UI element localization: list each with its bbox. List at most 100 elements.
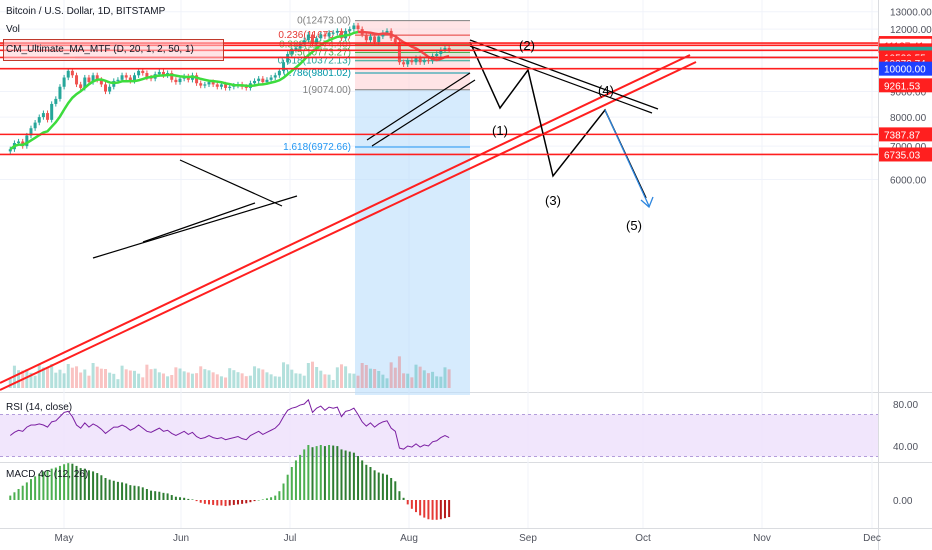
time-tick-label: Sep: [519, 533, 537, 544]
volume-bar: [406, 373, 410, 388]
volume-bar: [8, 378, 12, 388]
candle-body: [244, 86, 248, 88]
time-axis: May Jun Jul Aug Sep Oct Nov Dec: [55, 533, 881, 544]
macd-bar: [179, 497, 182, 500]
volume-bar: [414, 364, 418, 388]
candle-body: [253, 80, 257, 84]
macd-bar: [365, 464, 368, 500]
volume-bar: [120, 365, 124, 388]
candle-body: [137, 70, 141, 76]
volume-bar: [311, 361, 314, 388]
macd-bar: [323, 446, 326, 500]
macd-bar: [352, 452, 355, 500]
macd-bar: [104, 478, 107, 500]
candle-body: [207, 82, 211, 85]
macd-bar: [203, 500, 206, 504]
volume-bar: [54, 372, 58, 388]
volume-bar: [124, 369, 128, 388]
macd-bar: [75, 465, 78, 500]
volume-bar: [269, 374, 273, 388]
volume-bar: [253, 366, 257, 388]
rsi-line: [9, 398, 450, 450]
candle-body: [203, 84, 207, 86]
macd-bar: [112, 480, 115, 500]
candle-body: [79, 84, 83, 88]
macd-bar: [448, 500, 451, 518]
macd-bar: [282, 483, 285, 500]
macd-bar: [71, 463, 74, 500]
candle-body: [323, 34, 327, 37]
volume-bar: [211, 372, 215, 388]
macd-bar: [232, 500, 235, 505]
volume-bar: [29, 372, 33, 388]
macd-bar: [228, 500, 231, 506]
ma-line-green: [9, 30, 359, 151]
macd-bar: [129, 485, 132, 500]
macd-bar: [236, 500, 239, 505]
rsi-tick-label: 80.00: [893, 400, 918, 411]
volume-bar: [290, 369, 294, 388]
macd-bar: [439, 500, 442, 520]
volume-bar: [426, 373, 430, 388]
candle-body: [348, 29, 352, 31]
macd-bar: [427, 500, 430, 520]
macd-bar: [83, 468, 86, 500]
macd-bar: [195, 500, 198, 502]
candle-body: [397, 42, 401, 63]
triangle-inner-line: [142, 202, 256, 243]
macd-bar: [96, 473, 99, 500]
indicator-label[interactable]: CM_Ultimate_MA_MTF (D, 20, 1, 2, 50, 1): [6, 44, 194, 55]
macd-bar: [311, 447, 314, 500]
candle-body: [46, 113, 50, 120]
price-label: 10000.00: [884, 65, 926, 76]
macd-bar: [199, 500, 202, 503]
macd-bar: [21, 485, 24, 500]
candle-body: [54, 98, 58, 104]
volume-bar: [248, 375, 252, 388]
price-tick-label: 12000.00: [890, 25, 932, 36]
candle-body: [195, 75, 199, 84]
volume-bar: [277, 376, 281, 388]
volume-bar: [108, 372, 112, 388]
fib-level-label: 1.618(6972.66): [283, 142, 351, 153]
volume-bar: [17, 370, 21, 388]
volume-bar: [335, 367, 339, 388]
fib-level-label: 0.618(10372.13): [278, 56, 351, 67]
macd-bar: [257, 500, 260, 501]
volume-bar: [339, 364, 343, 388]
candle-body: [50, 103, 54, 120]
price-tick-label: 13000.00: [890, 8, 932, 19]
volume-bar: [257, 368, 261, 388]
fib-level-label: 1(9074.00): [303, 85, 351, 96]
time-tick-label: Aug: [400, 533, 418, 544]
volume-bar: [298, 373, 302, 388]
macd-pane: MACD 4C (12, 26): [6, 445, 451, 520]
macd-bar: [121, 482, 124, 500]
macd-bar: [125, 483, 128, 500]
volume-bar: [141, 377, 145, 388]
projection-arrow-line: [604, 109, 650, 207]
volume-bar: [75, 366, 79, 388]
macd-bar: [46, 470, 49, 500]
candle-body: [161, 71, 165, 76]
volume-bar: [199, 366, 203, 388]
candle-body: [224, 84, 228, 88]
macd-bar: [58, 465, 61, 500]
macd-bar: [42, 471, 45, 500]
macd-bar: [13, 492, 16, 500]
volume-bar: [389, 362, 393, 388]
macd-bar: [261, 499, 264, 500]
candle-body: [120, 75, 124, 80]
time-tick-label: May: [55, 533, 74, 544]
macd-bar: [381, 473, 384, 500]
candle-body: [356, 25, 360, 30]
macd-bar: [183, 497, 186, 500]
volume-bar: [58, 369, 62, 388]
volume-bar: [87, 375, 91, 388]
candle-body: [311, 34, 314, 45]
volume-bar: [356, 375, 360, 388]
macd-bar: [361, 460, 364, 500]
volume-bar: [79, 372, 83, 388]
volume-bar: [157, 372, 161, 388]
volume-bar: [116, 379, 120, 388]
